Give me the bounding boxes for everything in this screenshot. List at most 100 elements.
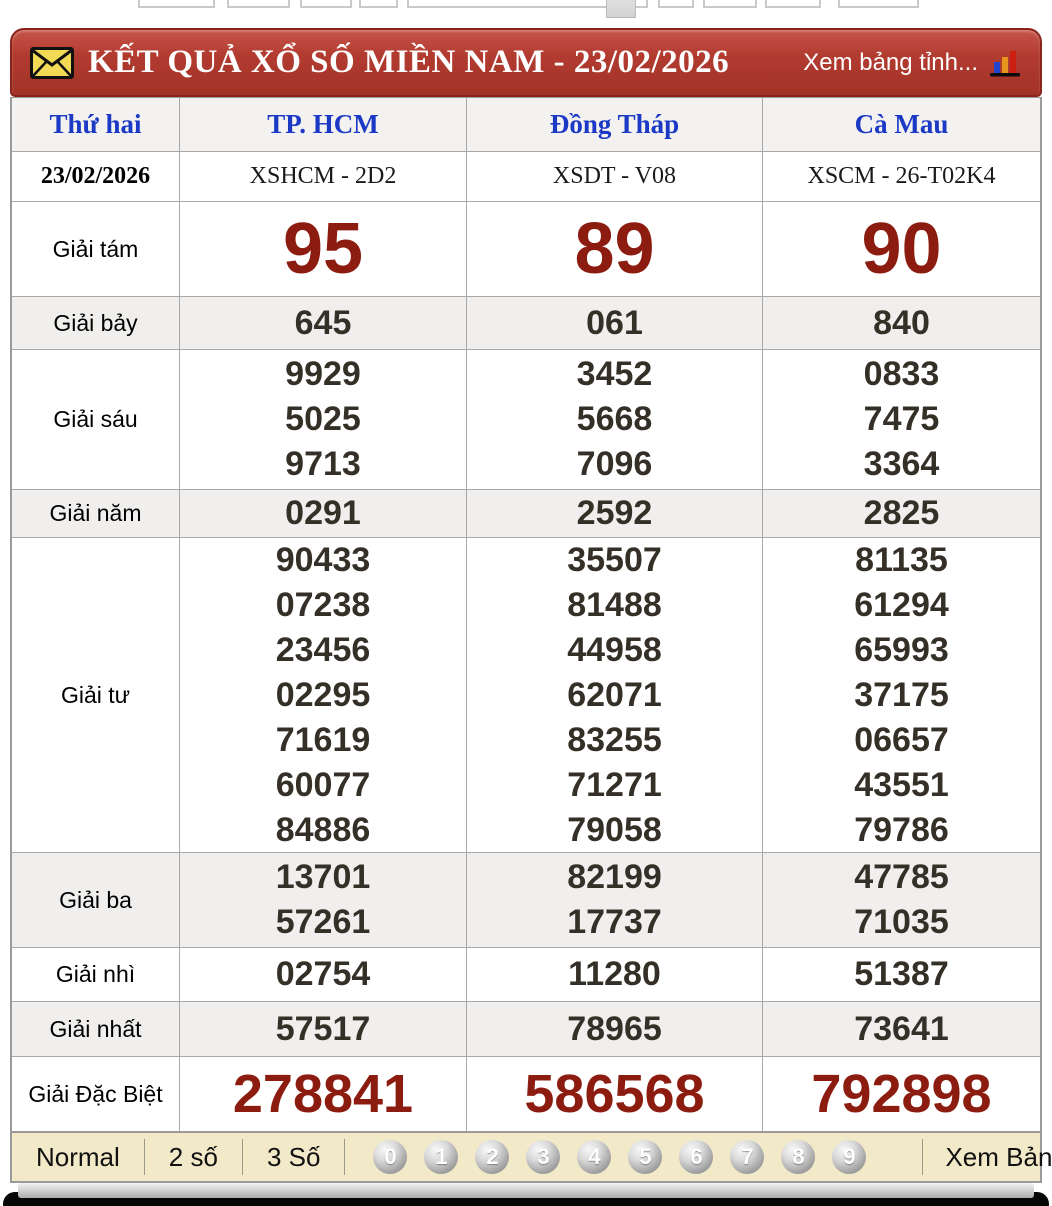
year-input[interactable] — [300, 0, 352, 8]
small-input[interactable] — [765, 0, 821, 8]
province-header-hcm[interactable]: TP. HCM — [180, 98, 467, 151]
month-input[interactable] — [227, 0, 290, 8]
prize-number: 0291 — [285, 494, 361, 532]
prize-number: 89 — [574, 209, 655, 289]
widget-base — [0, 1183, 1052, 1206]
digit-ball-6[interactable]: 6 — [679, 1140, 714, 1174]
digit-ball-3[interactable]: 3 — [526, 1140, 561, 1174]
digit-ball-0[interactable]: 0 — [373, 1140, 408, 1174]
divider — [241, 1139, 243, 1175]
prize-label: Giải năm — [12, 490, 180, 537]
prize-number: 02754 — [275, 955, 371, 993]
prize-label: Giải Đặc Biệt — [12, 1057, 180, 1131]
prize-number: 02295 — [275, 675, 371, 714]
prize-number: 78965 — [567, 1009, 662, 1048]
province-header-dongthap[interactable]: Đồng Tháp — [467, 98, 763, 151]
prize-number: 11280 — [568, 955, 661, 993]
small-input[interactable] — [359, 0, 398, 8]
mode-normal[interactable]: Normal — [36, 1141, 120, 1172]
dropdown-button[interactable] — [606, 0, 636, 18]
prize-number: 65993 — [854, 630, 949, 669]
prize-number: 7096 — [576, 445, 653, 483]
prize-row-second: Giải nhì 02754 11280 51387 — [12, 948, 1040, 1002]
digit-ball-9[interactable]: 9 — [832, 1140, 867, 1174]
prize-label: Giải nhất — [12, 1002, 180, 1056]
prize-row-special: Giải Đặc Biệt 278841 586568 792898 — [12, 1057, 1040, 1131]
prize-number: 0833 — [863, 355, 940, 393]
prize-number: 645 — [294, 303, 352, 342]
small-input[interactable] — [703, 0, 757, 8]
prize-number: 5668 — [576, 400, 653, 438]
prize-number: 9713 — [285, 445, 361, 483]
prize-number: 840 — [873, 303, 930, 342]
prize-number: 82199 — [567, 858, 662, 896]
prize-number: 07238 — [275, 585, 371, 624]
prize-number: 3364 — [863, 445, 940, 483]
prize-number: 84886 — [275, 810, 371, 849]
digit-ball-8[interactable]: 8 — [781, 1140, 816, 1174]
date-input[interactable] — [138, 0, 215, 8]
prize-label: Giải tám — [12, 202, 180, 296]
draw-code-dongthap: XSDT - V08 — [467, 152, 763, 201]
divider — [344, 1139, 346, 1175]
prize-number: 7475 — [863, 400, 940, 438]
table-header-row: Thứ hai TP. HCM Đồng Tháp Cà Mau — [12, 98, 1040, 152]
silver-shadow-bar — [18, 1183, 1034, 1198]
prize-row-fifth: Giải năm 0291 2592 2825 — [12, 490, 1040, 538]
prize-label: Giải tư — [12, 538, 180, 852]
province-header-camau[interactable]: Cà Mau — [854, 109, 949, 139]
prize-label: Giải sáu — [12, 350, 180, 489]
prize-number: 47785 — [854, 858, 949, 896]
draw-date: 23/02/2026 — [12, 152, 180, 201]
digit-ball-4[interactable]: 4 — [577, 1140, 612, 1174]
prize-number: 71619 — [275, 720, 371, 759]
prize-number: 57517 — [275, 1009, 371, 1048]
prize-number: 2592 — [576, 494, 653, 532]
divider — [922, 1139, 924, 1175]
mode-3-digits[interactable]: 3 Số — [266, 1141, 321, 1172]
prize-row-third: Giải ba 13701 57261 82199 17737 47785 71… — [12, 853, 1040, 948]
digit-ball-2[interactable]: 2 — [475, 1140, 510, 1174]
weekday-header: Thứ hai — [12, 98, 180, 151]
prize-number: 51387 — [854, 955, 949, 993]
prize-number: 792898 — [811, 1064, 992, 1124]
prize-number: 35507 — [567, 540, 662, 579]
prize-label: Giải bảy — [12, 297, 180, 349]
prize-row-fourth: Giải tư 90433 07238 23456 02295 71619 60… — [12, 538, 1040, 853]
prize-number: 278841 — [232, 1064, 414, 1124]
prize-number: 2825 — [863, 494, 940, 532]
view-province-board-link[interactable]: Xem bảng tỉnh... — [803, 48, 1022, 78]
prize-number: 71271 — [567, 765, 662, 804]
prize-number: 061 — [586, 303, 643, 342]
prize-row-seventh: Giải bảy 645 061 840 — [12, 297, 1040, 350]
draw-code-camau: XSCM - 26-T02K4 — [807, 163, 996, 189]
prize-number: 57261 — [275, 903, 371, 941]
view-province-board-label: Xem bảng tỉnh... — [803, 48, 978, 76]
prize-number: 95 — [282, 209, 364, 289]
prize-number: 81488 — [567, 585, 662, 624]
prize-number: 61294 — [854, 585, 949, 624]
digit-ball-5[interactable]: 5 — [628, 1140, 663, 1174]
digit-ball-1[interactable]: 1 — [424, 1140, 459, 1174]
prize-number: 586568 — [524, 1064, 705, 1124]
divider — [143, 1139, 145, 1175]
prize-number: 73641 — [854, 1009, 949, 1048]
view-loto-board-link[interactable]: Xem Bảng Loto — [900, 1133, 1052, 1181]
view-loto-board-label: Xem Bảng Loto — [945, 1141, 1052, 1172]
results-table: Thứ hai TP. HCM Đồng Tháp Cà Mau 23/02/2… — [10, 97, 1042, 1133]
prize-row-first: Giải nhất 57517 78965 73641 — [12, 1002, 1040, 1057]
page-title: KẾT QUẢ XỔ SỐ MIỀN NAM - 23/02/2026 — [88, 44, 730, 80]
prize-number: 43551 — [854, 765, 949, 804]
prize-number: 71035 — [854, 903, 949, 941]
result-banner: KẾT QUẢ XỔ SỐ MIỀN NAM - 23/02/2026 Xem … — [10, 28, 1042, 97]
mode-2-digits[interactable]: 2 số — [168, 1141, 218, 1172]
prize-number: 13701 — [275, 858, 371, 896]
digit-ball-7[interactable]: 7 — [730, 1140, 765, 1174]
submit-box[interactable] — [838, 0, 919, 8]
prize-number: 5025 — [285, 400, 361, 438]
prize-number: 81135 — [855, 540, 948, 579]
small-input[interactable] — [658, 0, 694, 8]
prize-number: 90433 — [275, 540, 371, 579]
bar-chart-icon — [990, 50, 1020, 76]
region-select[interactable] — [407, 0, 648, 18]
